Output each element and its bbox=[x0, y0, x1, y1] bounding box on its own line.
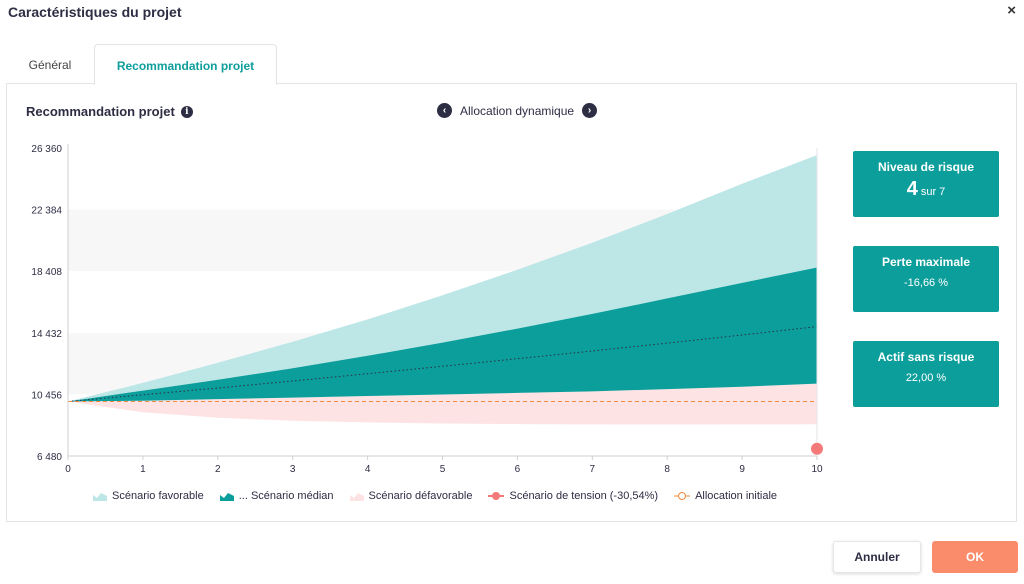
y-tick-label: 26 360 bbox=[31, 144, 62, 155]
allocation-nav: ‹ Allocation dynamique › bbox=[437, 103, 598, 118]
risk-free-title: Actif sans risque bbox=[877, 350, 975, 364]
projection-chart: 6 480 10 456 14 432 18 408 22 384 26 360 0 1 2 3 4… bbox=[31, 144, 823, 475]
x-tick-label: 4 bbox=[365, 464, 371, 475]
y-tick-label: 18 408 bbox=[31, 267, 62, 278]
x-tick-label: 9 bbox=[739, 464, 745, 475]
area-favorable bbox=[68, 155, 817, 402]
median-line bbox=[67, 326, 818, 402]
risk-level-card: Niveau de risque 4 sur 7 bbox=[853, 151, 999, 217]
chevron-right-icon[interactable]: › bbox=[582, 103, 598, 118]
area-median bbox=[68, 267, 817, 402]
legend-label: Scénario de tension (-30,54%) bbox=[509, 490, 659, 502]
legend-label: Scénario défavorable bbox=[368, 490, 473, 502]
legend-unfavorable[interactable]: Scénario défavorable bbox=[349, 490, 473, 502]
x-tick-label: 0 bbox=[65, 464, 71, 475]
close-icon[interactable]: × bbox=[1007, 2, 1016, 19]
risk-level-value-wrap: 4 sur 7 bbox=[853, 178, 999, 201]
max-loss-value: -16,66 % bbox=[903, 277, 949, 289]
info-icon[interactable]: i bbox=[180, 105, 193, 118]
allocation-label: Allocation dynamique bbox=[460, 103, 575, 118]
risk-free-value: 22,00 % bbox=[905, 372, 947, 384]
risk-level-title: Niveau de risque bbox=[877, 160, 975, 174]
panel-title: Recommandation projet bbox=[26, 104, 175, 119]
x-tick-label: 1 bbox=[140, 464, 146, 475]
x-tick-label: 3 bbox=[290, 464, 296, 475]
dot-line-icon bbox=[488, 492, 505, 500]
risk-level-suffix: sur 7 bbox=[920, 186, 946, 198]
legend-favorable[interactable]: Scénario favorable bbox=[93, 490, 204, 502]
x-tick-label: 10 bbox=[811, 464, 823, 475]
x-tick-label: 7 bbox=[590, 464, 596, 475]
legend-label: Allocation initiale bbox=[695, 490, 778, 502]
max-loss-card: Perte maximale -16,66 % bbox=[853, 246, 999, 312]
legend-label: Scénario favorable bbox=[112, 490, 204, 502]
risk-free-card: Actif sans risque 22,00 % bbox=[853, 341, 999, 407]
dialog-title: Caractéristiques du projet bbox=[8, 4, 182, 20]
y-tick-label: 6 480 bbox=[37, 452, 62, 463]
tab-recommandation-projet[interactable]: Recommandation projet bbox=[94, 44, 277, 85]
tab-general[interactable]: Général bbox=[28, 58, 72, 72]
ok-button[interactable]: OK bbox=[932, 541, 1018, 573]
cancel-button[interactable]: Annuler bbox=[833, 541, 921, 573]
chevron-left-icon[interactable]: ‹ bbox=[437, 103, 452, 118]
area-icon bbox=[219, 493, 234, 501]
max-loss-title: Perte maximale bbox=[881, 255, 971, 269]
legend-median[interactable]: ... Scénario médian bbox=[219, 490, 334, 502]
recommendation-panel: Recommandation projet i ‹ Allocation dyn… bbox=[6, 83, 1017, 522]
y-tick-label: 22 384 bbox=[31, 206, 62, 217]
legend-stress[interactable]: Scénario de tension (-30,54%) bbox=[488, 490, 658, 502]
legend-initial[interactable]: Allocation initiale bbox=[674, 490, 777, 502]
x-tick-label: 2 bbox=[215, 464, 221, 475]
panel-title-wrap: Recommandation projet i bbox=[26, 104, 193, 119]
x-tick-label: 5 bbox=[440, 464, 446, 475]
area-icon bbox=[93, 493, 107, 501]
area-icon bbox=[349, 493, 364, 501]
y-tick-label: 14 432 bbox=[31, 329, 62, 340]
chart-legend: Scénario favorable ... Scénario médian S… bbox=[93, 490, 777, 502]
area-unfavorable bbox=[68, 383, 817, 425]
legend-label: ... Scénario médian bbox=[238, 490, 334, 502]
y-tick-label: 10 456 bbox=[31, 390, 62, 401]
dashed-circle-icon bbox=[674, 492, 691, 500]
x-tick-label: 8 bbox=[664, 464, 670, 475]
risk-level-value: 4 bbox=[906, 178, 918, 200]
stress-point bbox=[811, 442, 823, 455]
x-tick-label: 6 bbox=[515, 464, 521, 475]
